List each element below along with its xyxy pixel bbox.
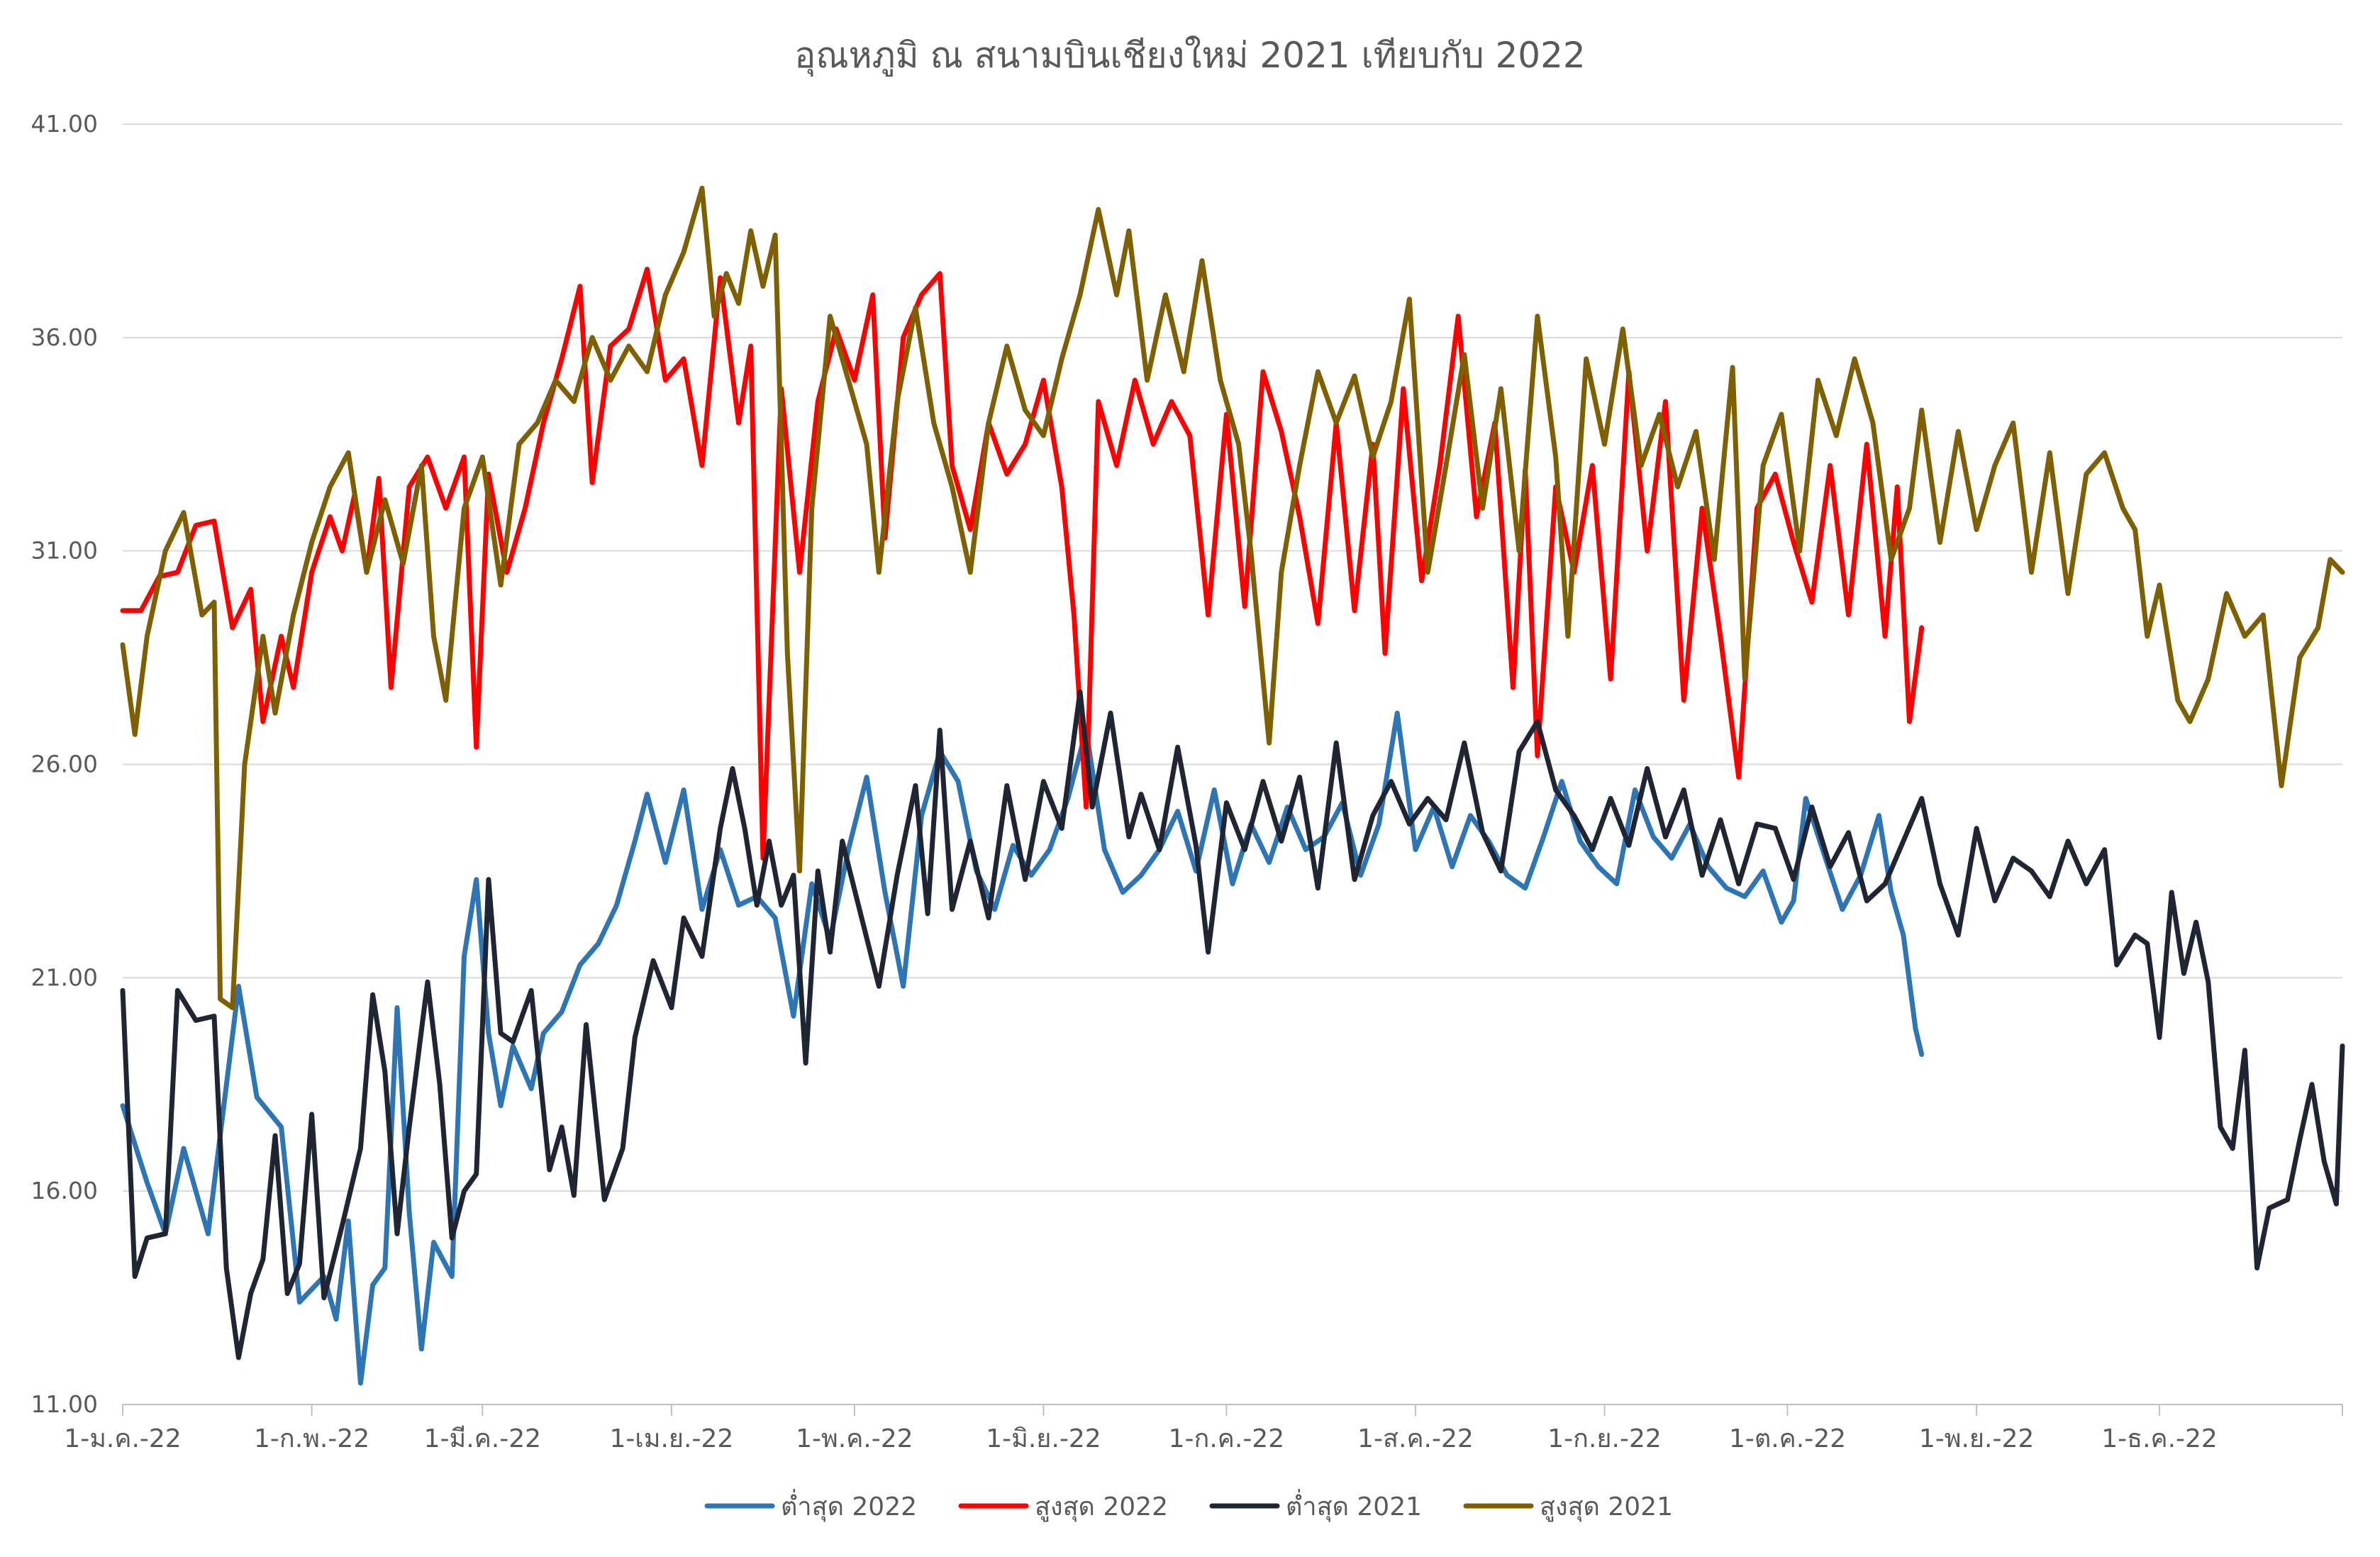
- x-tick-label: 1-มิ.ย.-22: [986, 1424, 1101, 1453]
- x-axis: 1-ม.ค.-22 1-ก.พ.-22 1-มี.ค.-22 1-เม.ย.-22 1-…: [64, 1404, 2343, 1453]
- x-tick-label: 1-ต.ค.-22: [1729, 1424, 1846, 1453]
- y-tick-label: 11.00: [31, 1390, 98, 1418]
- legend-label-3: ต่ำสุด 2021: [1286, 1489, 1422, 1522]
- y-tick-label: 31.00: [31, 537, 98, 565]
- series-line-4: [120, 185, 2345, 1010]
- legend-label-2: สูงสุด 2022: [1035, 1492, 1168, 1522]
- chart-title: อุณหภูมิ ณ สนามบินเชียงใหม่ 2021 เทียบกั…: [794, 35, 1585, 77]
- gridlines: [123, 123, 2342, 1405]
- y-tick-label: 16.00: [31, 1177, 98, 1204]
- y-tick-label: 36.00: [31, 323, 98, 351]
- series-line-3: [120, 689, 2345, 1361]
- x-tick-label: 1-พ.ย.-22: [1919, 1424, 2034, 1453]
- legend: ต่ำสุด 2022 สูงสุด 2022 ต่ำสุด 2021 สูงสุด …: [704, 1489, 1673, 1522]
- x-tick-label: 1-ธ.ค.-22: [2101, 1424, 2218, 1453]
- y-tick-label: 41.00: [31, 110, 98, 138]
- x-tick-label: 1-ส.ค.-22: [1357, 1424, 1474, 1453]
- x-tick-label: 1-มี.ค.-22: [424, 1424, 541, 1453]
- y-tick-label: 21.00: [31, 963, 98, 991]
- series-lines: [120, 185, 2345, 1386]
- x-tick-label: 1-ก.พ.-22: [254, 1424, 369, 1453]
- y-tick-label: 26.00: [31, 750, 98, 778]
- x-tick-label: 1-พ.ค.-22: [796, 1424, 913, 1453]
- series-line-1: [120, 710, 1925, 1386]
- x-tick-label: 1-ก.ย.-22: [1547, 1424, 1661, 1453]
- legend-label-1: ต่ำสุด 2022: [781, 1489, 917, 1522]
- x-tick-label: 1-เม.ย.-22: [610, 1424, 734, 1453]
- series-line-2: [120, 267, 1925, 861]
- x-tick-label: 1-ก.ค.-22: [1169, 1424, 1284, 1453]
- y-axis-ticks: 11.00 16.00 21.00 26.00 31.00 36.00 41.00: [31, 110, 98, 1418]
- legend-label-4: สูงสุด 2021: [1540, 1492, 1673, 1522]
- x-tick-label: 1-ม.ค.-22: [64, 1424, 181, 1453]
